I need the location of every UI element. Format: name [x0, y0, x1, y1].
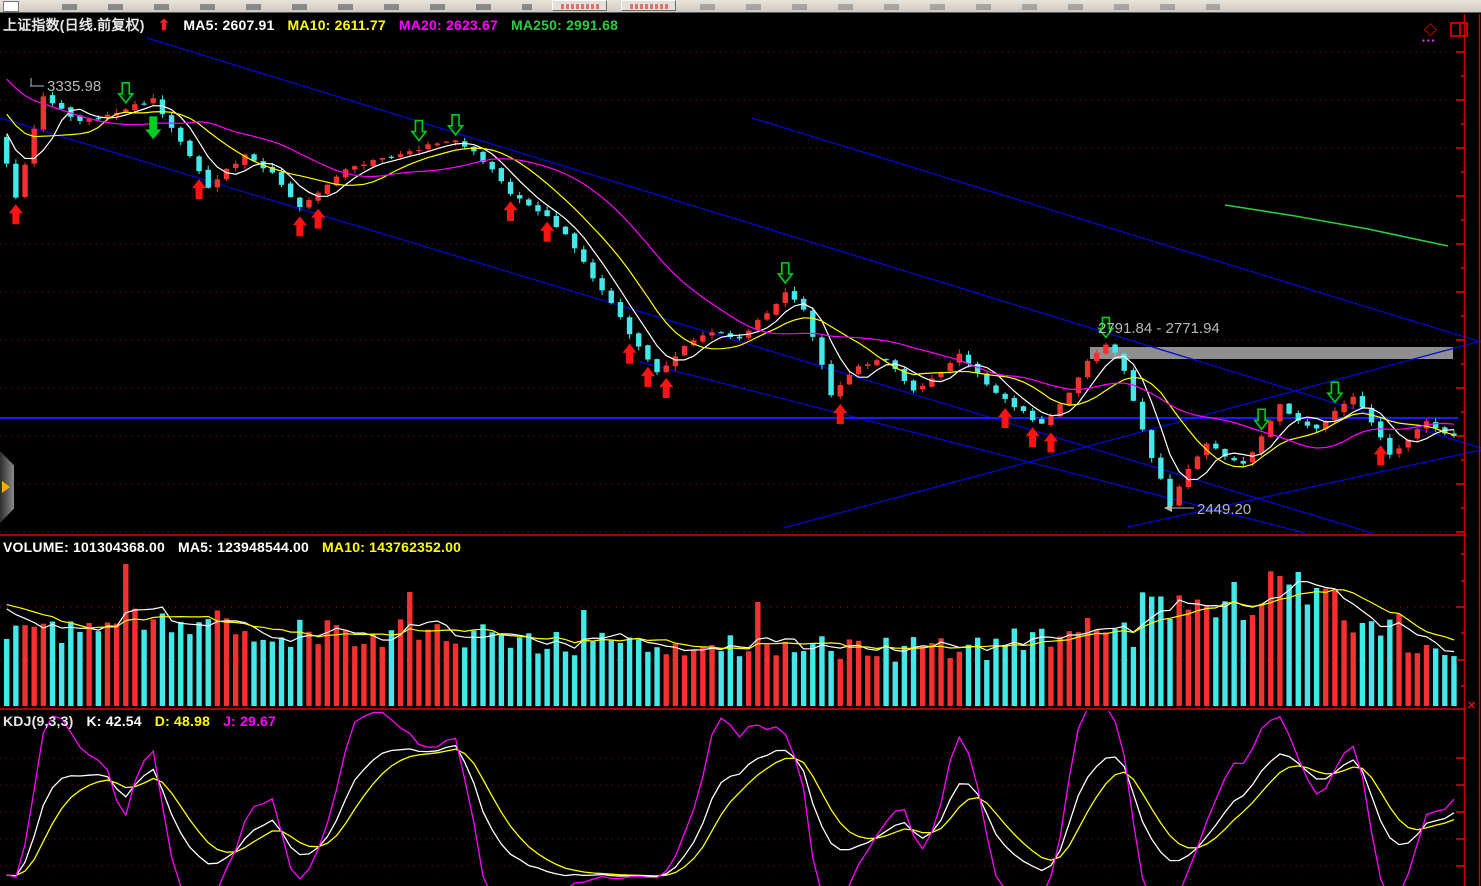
axis-layer [0, 14, 1481, 886]
grid-layer [0, 51, 1456, 533]
main-chart-header: 上证指数(日线.前复权) ⬆ MA5: 2607.91 MA10: 2611.77 MA… [3, 15, 644, 35]
candles-layer [4, 92, 1457, 510]
indicator-value: D: 48.98 [154, 713, 211, 729]
ma-values: MA5: 2607.91 MA10: 2611.77 MA20: 2623.67 MA… [183, 17, 631, 33]
menu-bar [0, 0, 1481, 13]
red-text-smudge [629, 4, 668, 9]
indicator-value: K: 42.54 [86, 713, 142, 729]
quote-button-1[interactable] [552, 0, 607, 11]
indicator-value: MA10: 2611.77 [287, 17, 386, 33]
menu-items-truncated [62, 4, 532, 10]
document-icon[interactable] [3, 1, 19, 12]
indicator-value: MA5: 123948544.00 [177, 539, 310, 555]
diamond-tool-icon[interactable]: ◇ [1424, 19, 1438, 38]
indicator-value: MA10: 143762352.00 [322, 539, 462, 555]
expand-arrow-icon [2, 481, 10, 493]
volume-values: VOLUME: 101304368.00 MA5: 123948544.00 MA1… [3, 539, 474, 555]
price-annotation: 2449.20 [1197, 501, 1251, 518]
split-window-icon[interactable] [1450, 22, 1468, 37]
volume-bars-layer [4, 564, 1457, 706]
indicator-value: MA20: 2623.67 [398, 17, 498, 33]
ma-layer [6, 78, 1455, 481]
kdj-header: KDJ(9,3,3) K: 42.54 D: 48.98 J: 29.67 [3, 713, 302, 729]
split-divider [1459, 24, 1461, 35]
menu-items-truncated [700, 4, 1220, 10]
indicator-value: MA250: 2991.68 [510, 17, 619, 33]
kdj-lines-layer [6, 711, 1455, 886]
indicator-value: MA5: 2607.91 [183, 17, 275, 33]
indicator-value: J: 29.67 [223, 713, 277, 729]
more-dots-icon[interactable]: ▪▪▪ [1422, 36, 1437, 45]
marker-layer [8, 82, 1388, 466]
price-annotation: 3335.98 [47, 78, 101, 95]
annotation-layer: 3335.98 2791.84 - 2771.94 2449.20 [30, 78, 1251, 518]
sidebar-expand-tab[interactable] [0, 451, 14, 523]
volume-ma-layer [6, 580, 1455, 653]
chart-title: 上证指数(日线.前复权) [3, 17, 145, 33]
indicator-value: VOLUME: 101304368.00 [3, 539, 165, 555]
kdj-values: K: 42.54 D: 48.98 J: 29.67 [86, 713, 289, 729]
quote-button-2[interactable] [621, 0, 676, 11]
up-trend-icon: ⬆ [157, 17, 171, 34]
volume-header: VOLUME: 101304368.00 MA5: 123948544.00 MA1… [3, 539, 487, 555]
trendline-layer [0, 37, 1481, 534]
red-text-smudge [560, 4, 599, 9]
kdj-title: KDJ(9,3,3) [3, 713, 74, 729]
price-annotation: 2791.84 - 2771.94 [1098, 320, 1220, 337]
close-indicator-icon[interactable]: ✕ [1467, 700, 1477, 712]
